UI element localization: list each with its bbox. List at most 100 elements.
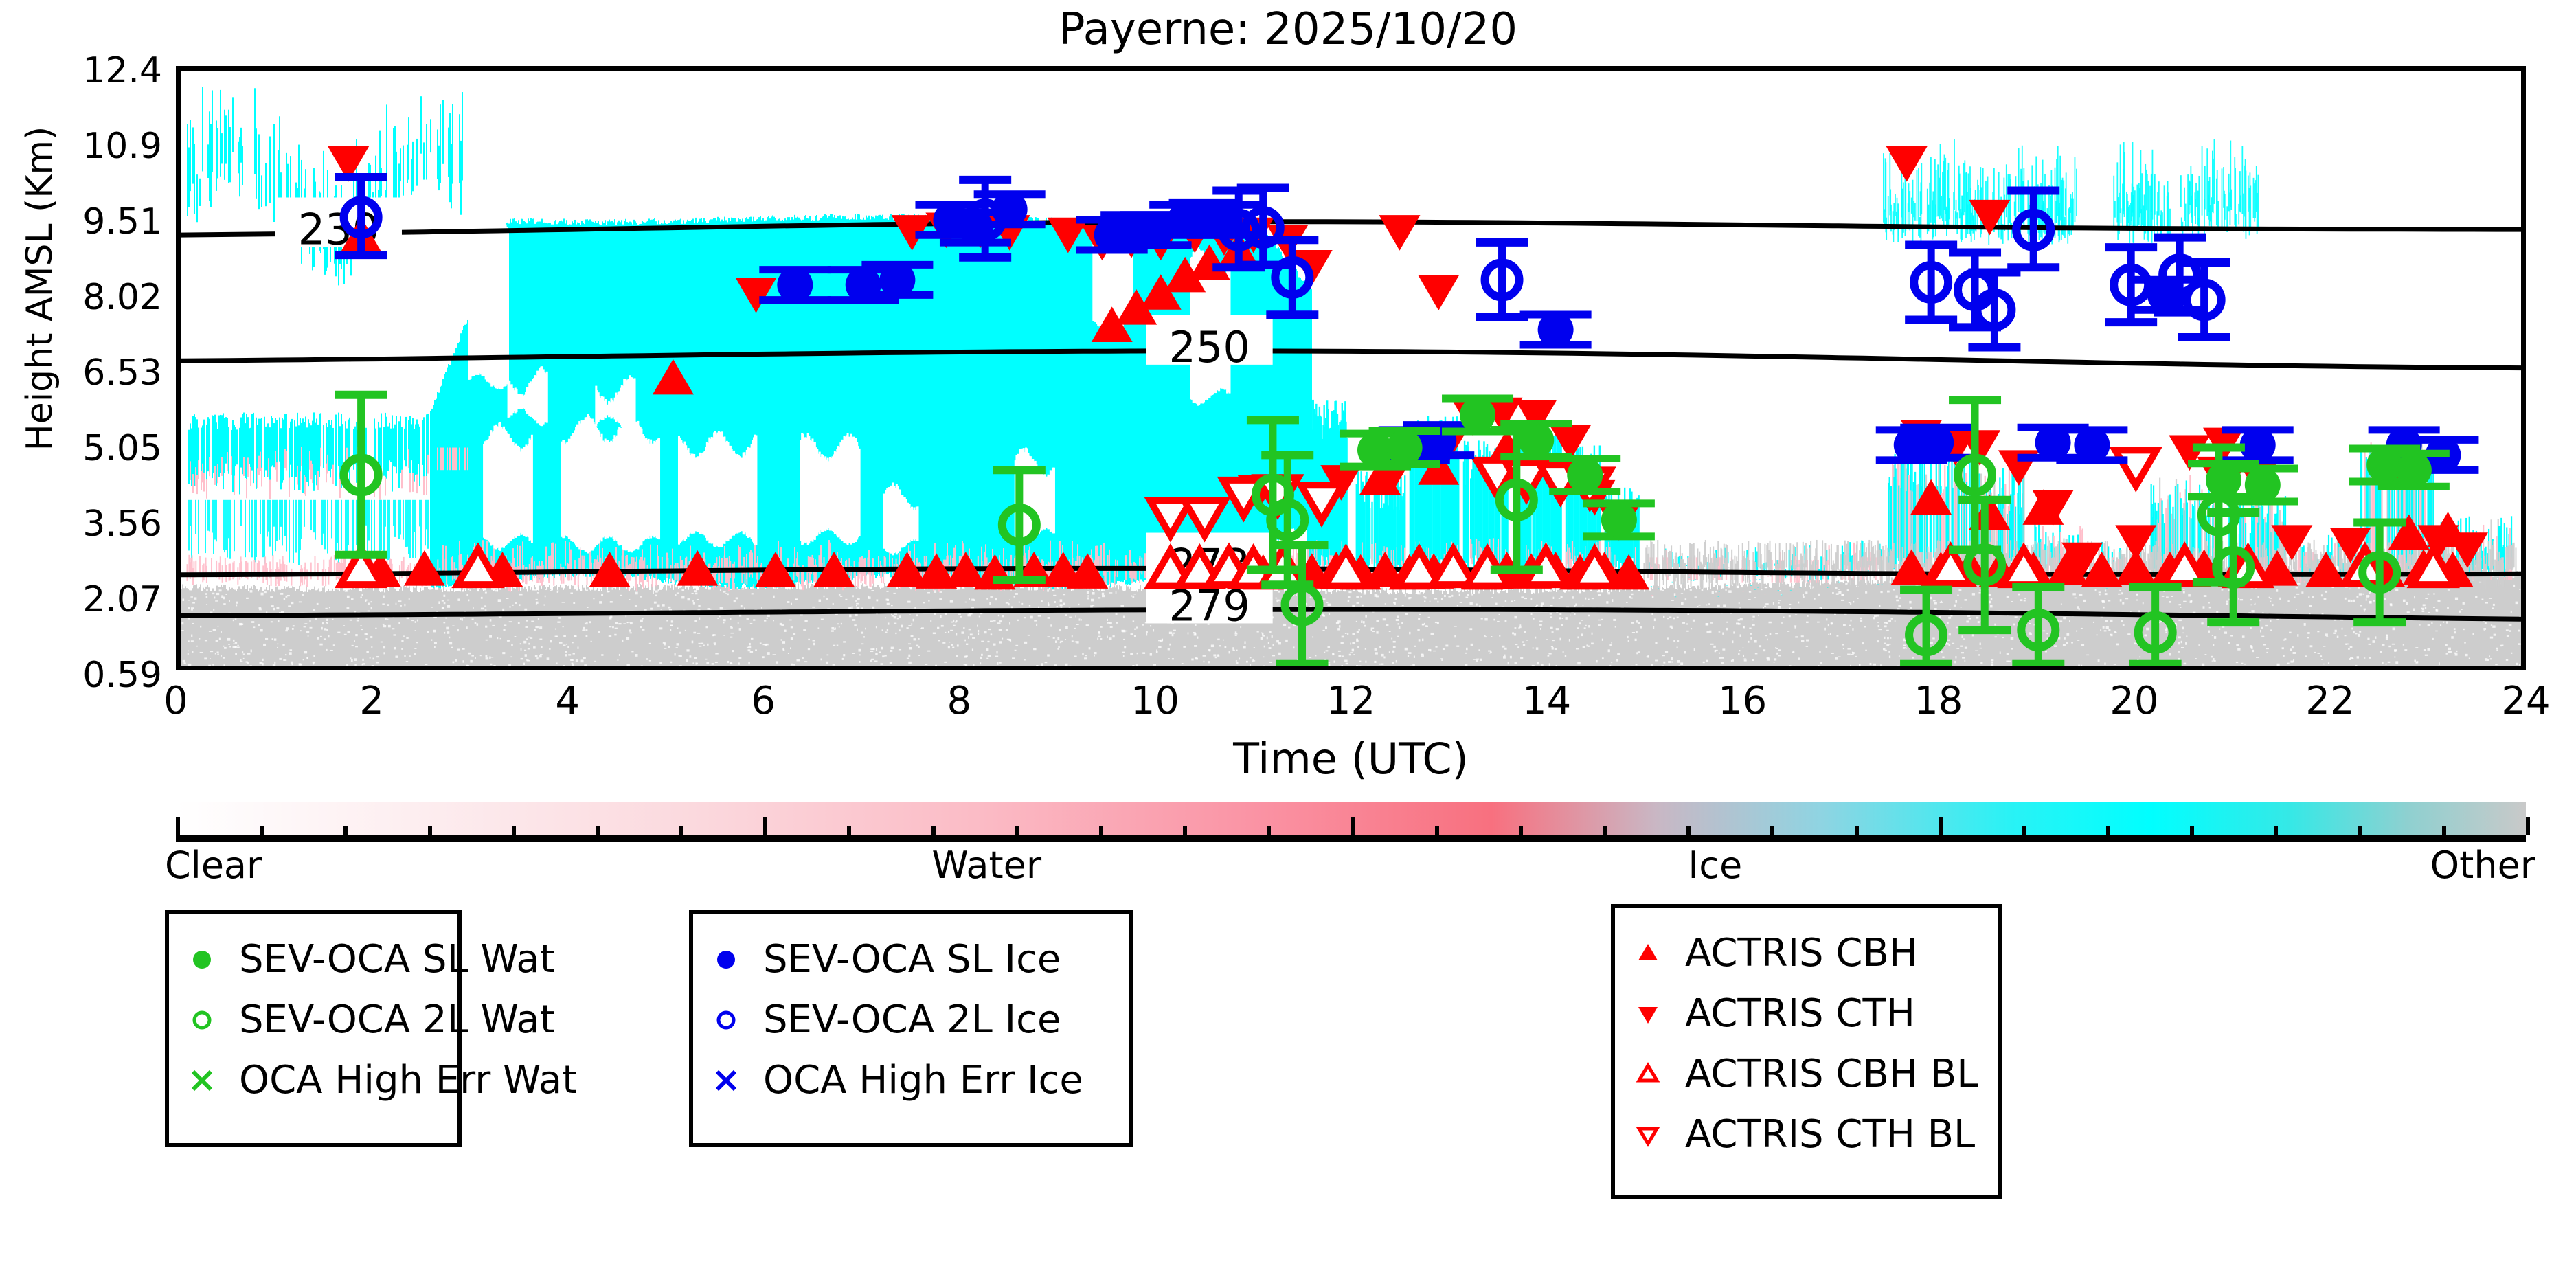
x-tick-label: 12 [1326, 679, 1376, 723]
isotherm-230: 230 [181, 197, 2521, 254]
colorbar-tick [847, 826, 852, 835]
series-sev-oca-2l-wat [335, 390, 2406, 666]
legend-item[interactable]: SEV-OCA 2L Ice [710, 990, 1109, 1050]
x-tick-label: 24 [2501, 679, 2551, 723]
colorbar-tick [2526, 817, 2530, 835]
filled-triangle-down-icon [1638, 1007, 1658, 1024]
legend-item[interactable]: ACTRIS CBH BL [1631, 1044, 1978, 1105]
colorbar-axis-line [176, 835, 2526, 842]
colorbar-tick [1854, 826, 1859, 835]
x-tick-label: 22 [2305, 679, 2355, 723]
colorbar-label: Water [931, 844, 1042, 887]
legend-item-label: ACTRIS CBH [1685, 931, 1919, 975]
legend-item-label: ACTRIS CTH BL [1685, 1112, 1976, 1157]
colorbar-tick [595, 826, 600, 835]
y-tick-label: 8.02 [82, 277, 162, 318]
cross-icon [715, 1070, 737, 1092]
filled-circle-icon [193, 951, 211, 969]
x-axis-title: Time (UTC) [1233, 734, 1469, 784]
colorbar-tick [2441, 826, 2446, 835]
colorbar-tick [260, 826, 264, 835]
x-tick-label: 2 [359, 679, 384, 723]
colorbar-label: Other [2430, 844, 2535, 887]
colorbar-tick [176, 817, 180, 835]
x-tick-label: 20 [2110, 679, 2159, 723]
legend-ice: SEV-OCA SL Ice SEV-OCA 2L Ice OCA High Err… [689, 910, 1133, 1147]
legend-item[interactable]: OCA High Err Wat [185, 1050, 577, 1111]
plot-area: 230250273279 [176, 66, 2526, 670]
open-circle-icon [716, 1010, 736, 1030]
colorbar-tick [763, 817, 768, 835]
legend-item-label: ACTRIS CTH [1685, 991, 1915, 1036]
colorbar-tick [2190, 826, 2195, 835]
legend-item[interactable]: SEV-OCA SL Wat [185, 929, 555, 990]
open-triangle-down-icon [1636, 1127, 1660, 1147]
series-sev-oca-2l-ice [335, 172, 2230, 352]
colorbar-tick [1603, 826, 1607, 835]
legend-item-label: SEV-OCA SL Ice [763, 937, 1061, 982]
colorbar-tick [2274, 826, 2279, 835]
legend-item[interactable]: ACTRIS CTH [1631, 984, 1978, 1044]
colorbar-tick [1267, 826, 1272, 835]
colorbar-tick [1098, 826, 1103, 835]
colorbar-tick [1518, 826, 1523, 835]
colorbar-tick [679, 826, 684, 835]
colorbar-tick [1938, 817, 1943, 835]
y-tick-label: 5.05 [82, 428, 162, 469]
legend-item-label: SEV-OCA SL Wat [239, 937, 555, 982]
y-axis-tick-labels: 12.4 10.9 9.51 8.02 6.53 5.05 3.56 2.07 0.59 [0, 50, 162, 696]
filled-triangle-up-icon [1638, 944, 1658, 960]
legend-item[interactable]: SEV-OCA 2L Wat [185, 990, 555, 1050]
colorbar-label: Clear [165, 844, 262, 887]
data-markers-layer: 230250273279 [181, 146, 2521, 666]
colorbar-tick [2358, 826, 2362, 835]
colorbar-tick [1351, 817, 1355, 835]
legend-item[interactable]: ACTRIS CTH BL [1631, 1105, 1978, 1165]
x-tick-label: 4 [555, 679, 580, 723]
y-axis-title: Height AMSL (Km) [19, 126, 60, 451]
series-actris-cbh [340, 216, 2474, 590]
colorbar-tick [343, 826, 348, 835]
isotherm-label: 250 [1168, 322, 1250, 372]
y-tick-label: 10.9 [82, 126, 162, 167]
legend-item[interactable]: OCA High Err Ice [710, 1050, 1109, 1111]
open-triangle-up-icon [1636, 1062, 1660, 1083]
y-tick-label: 3.56 [82, 504, 162, 545]
colorbar-tick [1015, 826, 1019, 835]
x-tick-label: 18 [1914, 679, 1963, 723]
legend-item-label: ACTRIS CBH BL [1685, 1052, 1978, 1096]
colorbar-tick [511, 826, 516, 835]
legend-actris: ACTRIS CBH ACTRIS CTH ACTRIS CBH BL ACTRIS … [1611, 904, 2002, 1199]
colorbar-tick [1770, 826, 1775, 835]
legend-item[interactable]: ACTRIS CBH [1631, 923, 1978, 984]
x-tick-label: 0 [163, 679, 188, 723]
isotherm-250: 250 [181, 315, 2521, 372]
legend-item-label: OCA High Err Wat [239, 1058, 578, 1103]
x-axis-tick-labels: 0 2 4 6 8 10 12 14 16 18 20 22 24 [163, 679, 2550, 727]
filled-circle-icon [717, 951, 735, 969]
y-tick-label: 6.53 [82, 352, 162, 394]
legend-water: SEV-OCA SL Wat SEV-OCA 2L Wat OCA High Err… [165, 910, 577, 1147]
legend-item[interactable]: SEV-OCA SL Ice [710, 929, 1109, 990]
y-tick-label: 0.59 [82, 655, 162, 696]
y-tick-label: 9.51 [82, 201, 162, 242]
x-tick-label: 14 [1522, 679, 1572, 723]
plot-inner: 230250273279 [181, 71, 2521, 666]
colorbar-tick [1434, 826, 1439, 835]
colorbar-tick [1686, 826, 1691, 835]
y-tick-label: 2.07 [82, 579, 162, 620]
colorbar-tick [2106, 826, 2111, 835]
colorbar-tick [2022, 826, 2026, 835]
x-tick-label: 16 [1718, 679, 1767, 723]
legend-item-label: OCA High Err Ice [763, 1058, 1083, 1103]
colorbar-tick [1183, 826, 1188, 835]
isotherm-label: 279 [1168, 580, 1250, 631]
x-tick-label: 8 [947, 679, 972, 723]
page-title: Payerne: 2025/10/20 [1058, 4, 1518, 55]
legend-item-label: SEV-OCA 2L Wat [239, 997, 555, 1042]
x-tick-label: 6 [751, 679, 776, 723]
x-tick-label: 10 [1130, 679, 1180, 723]
y-tick-label: 12.4 [82, 50, 162, 91]
colorbar-tick [427, 826, 432, 835]
